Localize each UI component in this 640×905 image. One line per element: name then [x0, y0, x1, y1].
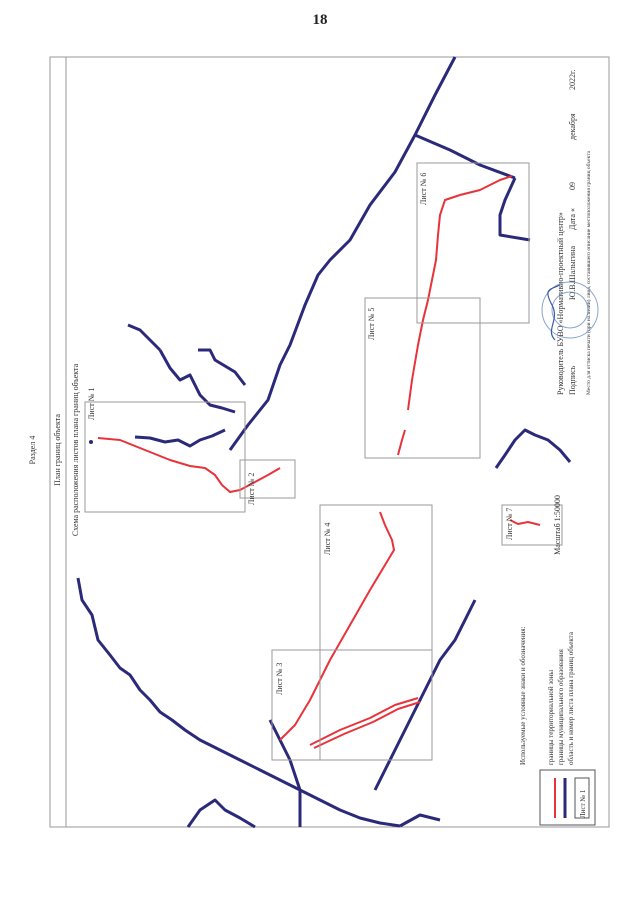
municipal-boundary-line [373, 599, 477, 791]
legend-heading: Используемые условные знаки и обозначени… [519, 626, 527, 765]
signature-month: декабря [568, 113, 577, 140]
sheet-label-1: Лист № 1 [87, 388, 96, 420]
zone-boundary-line [397, 429, 406, 456]
signature-year: 2022г. [568, 70, 577, 90]
municipal-boundary-line [414, 133, 516, 180]
legend-municipal-text: границы муниципального образования [557, 648, 565, 765]
zone-boundary-line [279, 511, 395, 741]
municipal-boundary-line [127, 323, 162, 352]
municipal-boundary-line [186, 798, 256, 829]
zone-boundaries [97, 175, 541, 749]
stamp-outer-ring [541, 281, 599, 339]
legend-frame [539, 769, 596, 826]
sheet-area-1 [84, 401, 246, 513]
zone-boundary-line [313, 701, 421, 749]
sheet-label-7: Лист № 7 [505, 508, 514, 540]
rotated-texts: Раздел 4 План границ объекта Схема распо… [28, 70, 592, 818]
sheet-frame [49, 56, 610, 828]
title: План границ объекта [53, 414, 62, 486]
zone-boundary-line [97, 437, 281, 493]
sheet-label-6: Лист № 6 [419, 173, 428, 205]
sheet-area-5 [364, 297, 481, 459]
scale-label: Масштаб 1:50000 [553, 495, 562, 555]
stamp [541, 281, 599, 339]
municipal-boundary-line [228, 56, 457, 451]
sheet-areas [84, 162, 563, 761]
municipal-boundary-line [399, 813, 441, 828]
signature-prefix: Подпись [568, 365, 577, 395]
sheet-label-3: Лист № 3 [275, 663, 284, 695]
zone-boundary-line [309, 697, 419, 746]
handwritten-signature [547, 284, 561, 341]
signature-note: Место для оттиска печати (при наличии) л… [585, 150, 592, 395]
signature-name: Ю.В.Шалыгина [568, 246, 577, 300]
municipal-boundary-line [498, 177, 531, 242]
municipal-boundary-line [158, 349, 236, 414]
sheet-area-6 [416, 162, 530, 324]
signature-day: 09 [568, 182, 577, 190]
legend-sheet-text: область и номер листа плана границ объек… [567, 631, 575, 765]
zone-boundary-line [407, 175, 513, 411]
sheet-label-4: Лист № 4 [323, 523, 332, 555]
sheet-1-marker [89, 440, 93, 444]
legend [539, 769, 596, 826]
sheet-area-7 [501, 504, 563, 546]
municipal-boundary-line [494, 428, 572, 469]
municipal-boundary-line [198, 348, 247, 386]
municipal-boundary-line [134, 428, 226, 448]
legend-zone-text: границы территориальной зоны [547, 670, 555, 765]
stamp-inner-ring [551, 291, 589, 329]
signature-line1: Руководитель БУВО «Нормативно-проектный … [556, 212, 565, 395]
sheet-label-5: Лист № 5 [367, 308, 376, 340]
signature-date-label: Дата « [568, 208, 577, 230]
municipal-boundaries [76, 56, 572, 829]
legend-sheet-symbol [574, 777, 590, 819]
sheet-area-2 [239, 459, 296, 499]
page-number: 18 [312, 12, 328, 28]
sheet-area-4 [319, 504, 433, 761]
subtitle: Схема расположения листов плана границ о… [71, 363, 80, 536]
sheet-label-2: Лист № 2 [247, 473, 256, 505]
municipal-boundary-line [76, 577, 401, 828]
legend-sheet-symbol-label: Лист № 1 [579, 789, 587, 818]
zone-boundary-line [509, 519, 541, 526]
section-label: Раздел 4 [28, 436, 37, 465]
